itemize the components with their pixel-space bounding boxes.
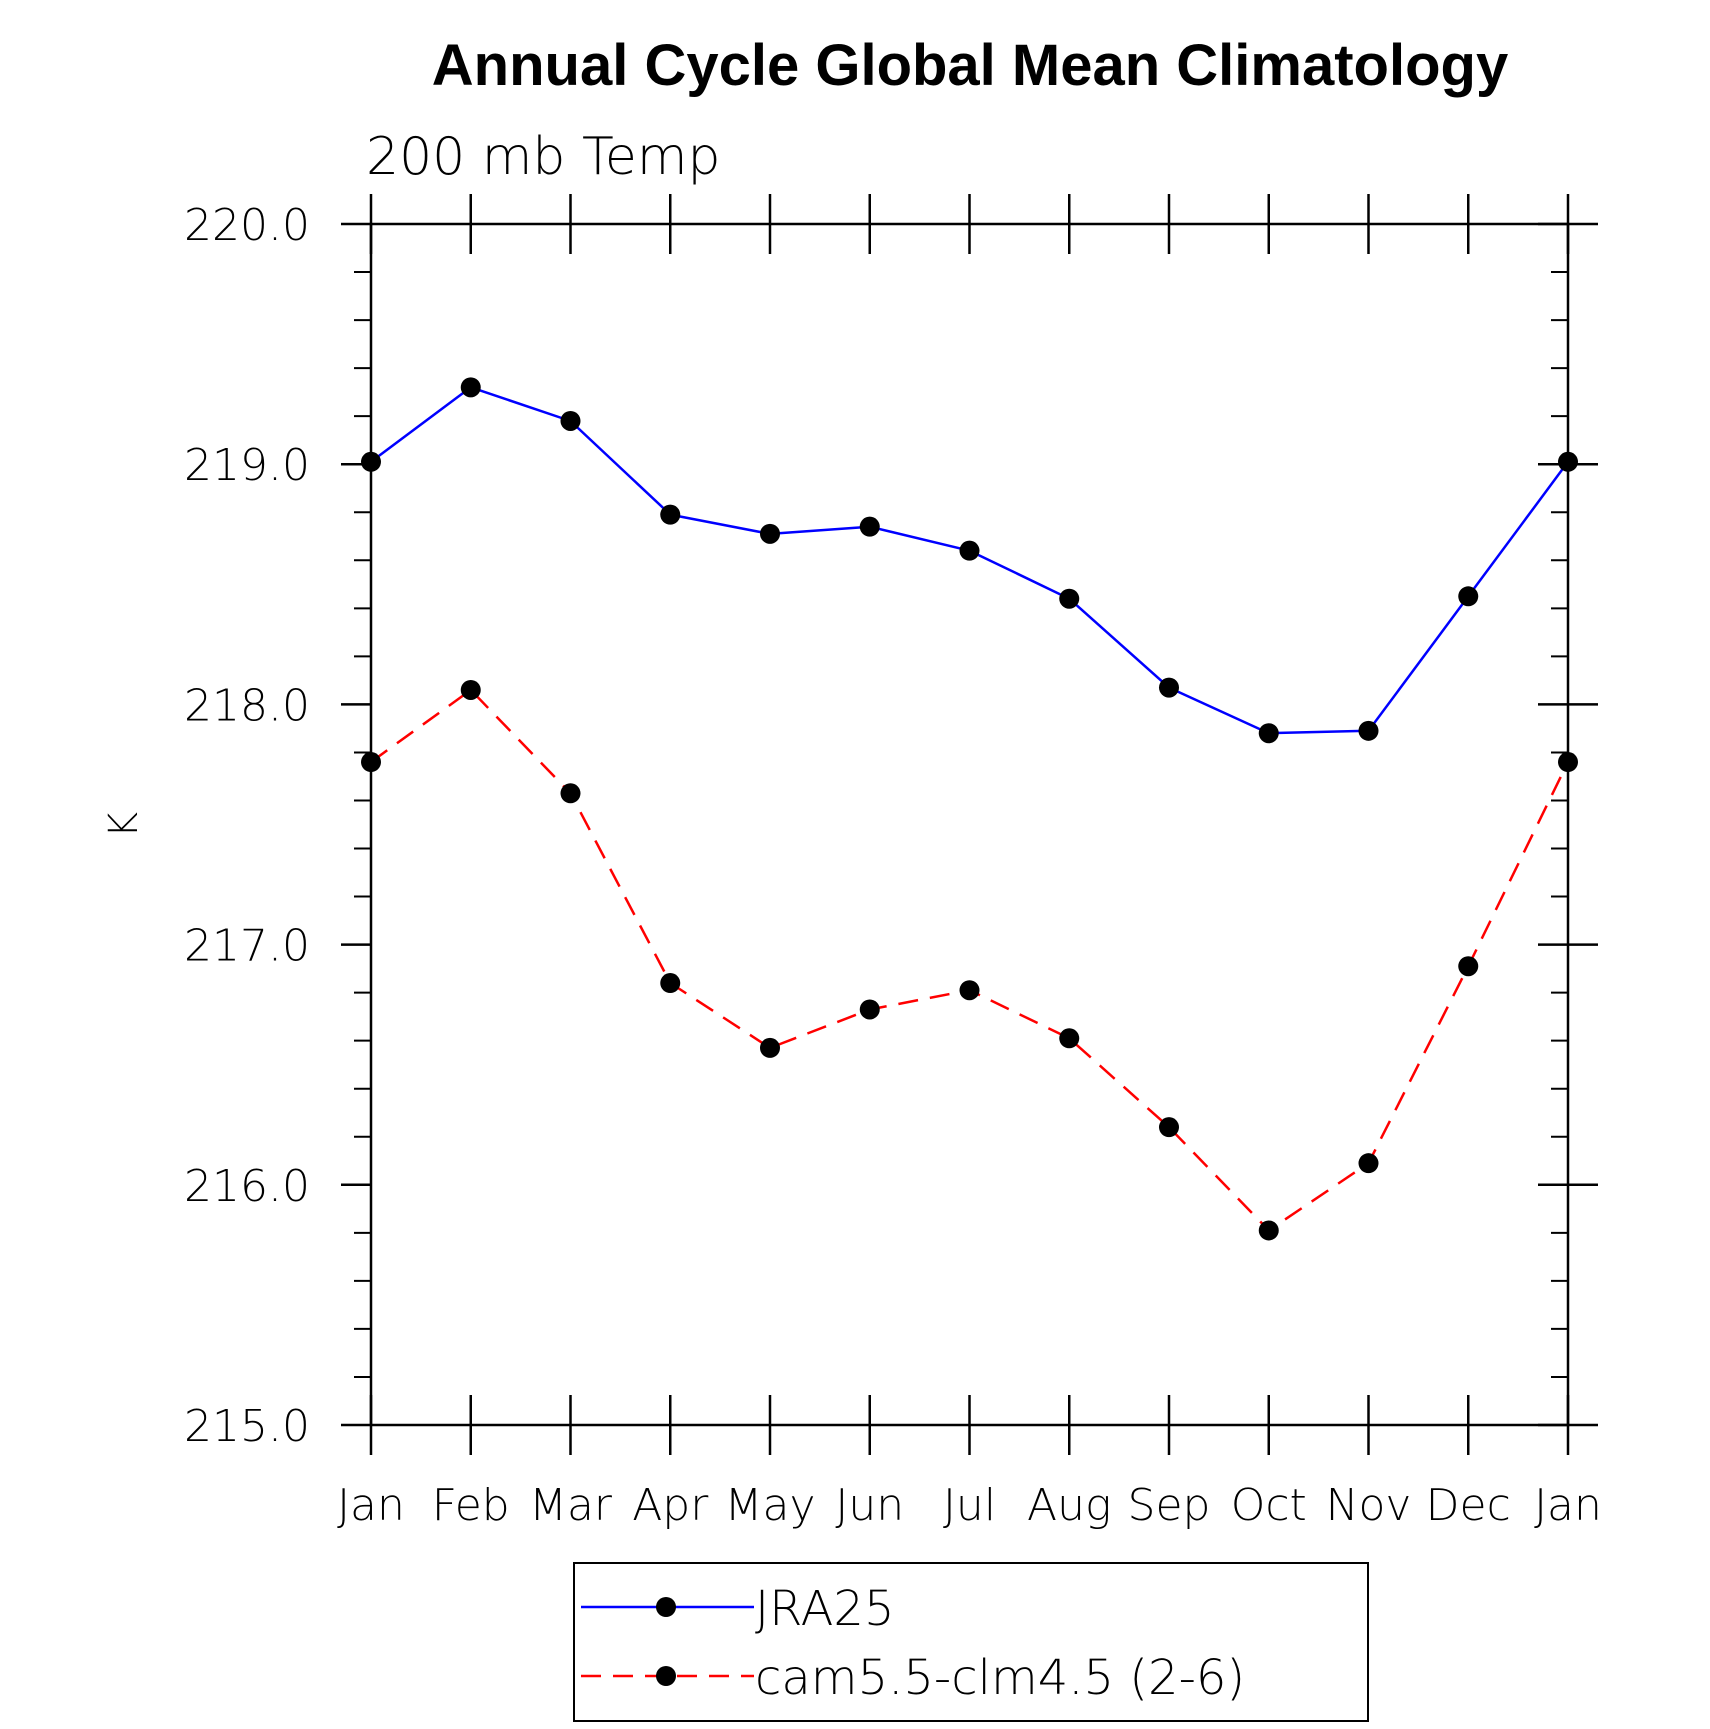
x-tick-label: Jun xyxy=(835,1480,904,1531)
y-tick-label: 216.0 xyxy=(184,1161,310,1212)
legend-label-cam55: cam5.5-clm4.5 (2-6) xyxy=(755,1650,1245,1706)
data-point-series-0-mar xyxy=(560,410,581,431)
data-point-series-1-jan xyxy=(1558,752,1578,773)
data-point-series-0-aug xyxy=(1059,588,1080,609)
data-point-series-0-jul xyxy=(959,540,980,561)
data-point-series-1-may xyxy=(760,1037,780,1058)
data-point-series-1-dec xyxy=(1458,956,1479,977)
data-point-series-0-feb xyxy=(460,377,481,398)
series-line-1 xyxy=(370,688,1570,1232)
legend-marker-jra25 xyxy=(656,1597,676,1617)
data-point-series-1-nov xyxy=(1358,1153,1379,1174)
legend-label-jra25: JRA25 xyxy=(755,1581,894,1637)
data-point-series-0-jun xyxy=(859,516,880,537)
x-tick-label: Dec xyxy=(1426,1480,1511,1531)
x-tick-label: Jan xyxy=(337,1480,405,1531)
x-tick-label: Apr xyxy=(632,1480,709,1531)
data-point-series-1-jan xyxy=(361,752,381,773)
y-tick-label: 218.0 xyxy=(184,680,310,731)
data-point-series-1-apr xyxy=(660,973,681,994)
x-tick-label: Aug xyxy=(1027,1480,1111,1531)
data-point-series-0-jan xyxy=(361,451,381,472)
chart-subtitle: 200 mb Temp xyxy=(366,127,721,187)
series-layer xyxy=(361,377,1578,1241)
data-point-series-1-aug xyxy=(1059,1028,1080,1049)
x-tick-label: Sep xyxy=(1128,1480,1211,1531)
legend-marker-cam55 xyxy=(656,1666,676,1686)
data-point-series-1-jun xyxy=(859,999,880,1020)
y-tick-label: 220.0 xyxy=(184,200,310,251)
data-point-series-0-sep xyxy=(1159,677,1179,698)
x-tick-label: Nov xyxy=(1326,1480,1412,1531)
data-point-series-1-sep xyxy=(1159,1117,1179,1138)
data-point-series-0-nov xyxy=(1358,720,1379,741)
x-tick-label: May xyxy=(725,1480,816,1531)
x-tick-label: Oct xyxy=(1231,1480,1307,1531)
plot-frame xyxy=(369,222,1570,1427)
x-tick-label: Jul xyxy=(943,1480,996,1531)
data-point-series-1-mar xyxy=(560,783,581,804)
data-point-series-0-apr xyxy=(660,504,681,525)
legend-box xyxy=(573,1562,1369,1722)
data-point-series-0-oct xyxy=(1258,723,1279,744)
axes: 215.0 216.0 217.0 218.0 219.0 220.0 Jan Feb Mar A… xyxy=(184,194,1602,1531)
legend: JRA25 cam5.5-clm4.5 (2-6) xyxy=(573,1562,1369,1722)
data-point-series-0-may xyxy=(760,523,780,544)
y-tick-label: 219.0 xyxy=(184,440,310,491)
chart-title: Annual Cycle Global Mean Climatology xyxy=(432,33,1508,98)
y-axis-label: K xyxy=(101,812,147,838)
data-point-series-1-jul xyxy=(959,980,980,1001)
x-tick-label: Feb xyxy=(432,1480,510,1531)
x-tick-label: Jan xyxy=(1534,1480,1602,1531)
y-tick-label: 215.0 xyxy=(184,1401,310,1452)
data-point-series-0-dec xyxy=(1458,586,1479,607)
data-point-series-1-feb xyxy=(460,679,481,700)
x-tick-label: Mar xyxy=(529,1480,613,1531)
data-point-series-0-jan xyxy=(1558,451,1578,472)
data-point-series-1-oct xyxy=(1258,1220,1279,1241)
y-tick-label: 217.0 xyxy=(184,921,310,972)
